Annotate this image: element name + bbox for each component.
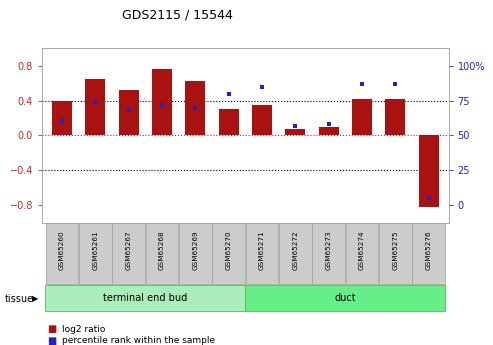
Bar: [185, 80, 205, 136]
Bar: [85, 79, 105, 136]
Text: GSM65268: GSM65268: [159, 230, 165, 269]
Bar: [318, 127, 339, 136]
FancyBboxPatch shape: [279, 223, 312, 284]
FancyBboxPatch shape: [245, 285, 445, 311]
Text: GSM65272: GSM65272: [292, 230, 298, 269]
Point: [358, 81, 366, 87]
Point: [191, 105, 199, 110]
Point: [225, 91, 233, 96]
Text: percentile rank within the sample: percentile rank within the sample: [62, 336, 215, 345]
Bar: [52, 101, 72, 136]
FancyBboxPatch shape: [312, 223, 345, 284]
Point: [58, 119, 66, 124]
FancyBboxPatch shape: [179, 223, 211, 284]
FancyBboxPatch shape: [112, 223, 145, 284]
Bar: [352, 99, 372, 136]
Point: [325, 121, 333, 127]
FancyBboxPatch shape: [45, 223, 78, 284]
FancyBboxPatch shape: [145, 223, 178, 284]
Text: GSM65273: GSM65273: [325, 230, 332, 269]
Text: GSM65271: GSM65271: [259, 230, 265, 269]
Bar: [386, 99, 405, 136]
Text: GSM65275: GSM65275: [392, 230, 398, 269]
Text: GDS2115 / 15544: GDS2115 / 15544: [122, 9, 233, 22]
Point: [258, 84, 266, 89]
FancyBboxPatch shape: [45, 285, 245, 311]
Bar: [218, 109, 239, 136]
Text: terminal end bud: terminal end bud: [103, 293, 187, 303]
FancyBboxPatch shape: [79, 223, 111, 284]
Text: GSM65261: GSM65261: [92, 230, 98, 269]
Text: GSM65276: GSM65276: [425, 230, 432, 269]
FancyBboxPatch shape: [212, 223, 245, 284]
Point: [291, 123, 299, 128]
FancyBboxPatch shape: [379, 223, 412, 284]
Bar: [285, 129, 305, 136]
Text: duct: duct: [334, 293, 356, 303]
Bar: [152, 69, 172, 136]
Bar: [119, 90, 139, 136]
Bar: [419, 136, 439, 207]
Point: [158, 102, 166, 108]
Point: [125, 108, 133, 113]
Point: [91, 99, 99, 105]
Text: ▶: ▶: [32, 294, 39, 303]
Text: GSM65270: GSM65270: [226, 230, 232, 269]
Text: GSM65274: GSM65274: [359, 230, 365, 269]
Text: ■: ■: [47, 324, 56, 334]
FancyBboxPatch shape: [346, 223, 378, 284]
Point: [424, 195, 432, 201]
Text: ■: ■: [47, 336, 56, 345]
FancyBboxPatch shape: [412, 223, 445, 284]
Text: GSM65267: GSM65267: [126, 230, 132, 269]
Text: GSM65269: GSM65269: [192, 230, 198, 269]
Bar: [252, 105, 272, 136]
Text: log2 ratio: log2 ratio: [62, 325, 105, 334]
FancyBboxPatch shape: [246, 223, 278, 284]
Text: GSM65260: GSM65260: [59, 230, 65, 269]
Point: [391, 81, 399, 87]
Text: tissue: tissue: [5, 294, 34, 304]
